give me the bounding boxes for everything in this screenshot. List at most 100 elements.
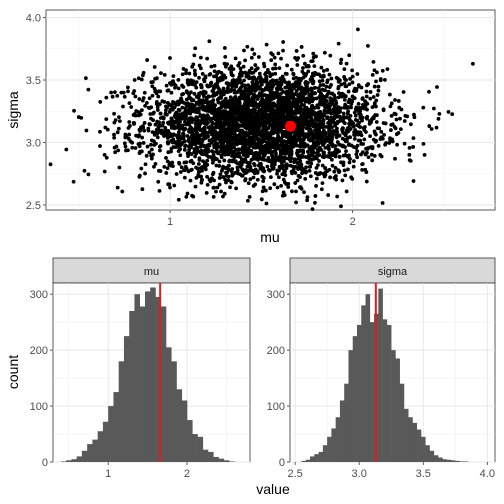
scatter-point xyxy=(302,190,306,195)
scatter-point xyxy=(211,149,215,154)
scatter-point xyxy=(364,94,369,99)
scatter-point xyxy=(254,112,259,116)
y-tick-label: 100 xyxy=(267,401,285,413)
scatter-point xyxy=(325,80,330,85)
scatter-point xyxy=(219,189,223,194)
scatter-point xyxy=(299,87,304,92)
histogram-bar xyxy=(463,461,469,462)
scatter-point xyxy=(399,107,404,112)
scatter-point xyxy=(248,177,253,182)
scatter-point xyxy=(336,41,341,46)
scatter-point xyxy=(257,92,262,96)
scatter-point xyxy=(322,155,326,160)
scatter-point xyxy=(274,81,279,86)
scatter-point xyxy=(163,133,168,138)
scatter-point xyxy=(341,111,346,116)
scatter-point xyxy=(140,187,145,192)
scatter-point xyxy=(337,155,342,159)
scatter-point xyxy=(161,115,165,120)
scatter-point xyxy=(206,142,211,147)
scatter-point xyxy=(289,67,294,72)
scatter-point xyxy=(298,185,303,190)
histogram-bar xyxy=(395,358,400,462)
scatter-point xyxy=(214,163,219,168)
histogram-bar xyxy=(192,434,198,462)
scatter-point xyxy=(330,91,335,96)
scatter-point xyxy=(174,172,179,176)
scatter-point xyxy=(279,82,284,87)
scatter-point xyxy=(299,162,304,167)
scatter-point xyxy=(143,103,147,108)
scatter-point xyxy=(321,73,326,78)
y-tick-label: 0 xyxy=(279,457,285,469)
scatter-point xyxy=(383,142,388,147)
scatter-point xyxy=(187,144,192,148)
scatter-point xyxy=(351,159,356,164)
scatter-point xyxy=(227,110,232,115)
scatter-point xyxy=(176,108,181,112)
scatter-point xyxy=(250,47,255,52)
scatter-point xyxy=(177,133,181,137)
scatter-point xyxy=(290,84,295,89)
scatter-point xyxy=(160,99,165,104)
scatter-point xyxy=(323,173,328,177)
scatter-point xyxy=(102,169,107,174)
scatter-point xyxy=(192,53,197,58)
scatter-point xyxy=(363,103,368,108)
scatter-point xyxy=(374,79,378,84)
scatter-point xyxy=(387,92,392,97)
scatter-point xyxy=(315,148,320,152)
scatter-point xyxy=(223,103,228,107)
scatter-point xyxy=(282,159,286,164)
scatter-point xyxy=(230,97,235,101)
scatter-point xyxy=(140,98,145,103)
scatter-point xyxy=(330,134,335,138)
scatter-point xyxy=(267,70,272,75)
scatter-point xyxy=(264,112,269,116)
scatter-point xyxy=(326,193,331,197)
scatter-point xyxy=(210,140,214,144)
scatter-point xyxy=(261,179,266,184)
scatter-point xyxy=(215,80,220,85)
scatter-point xyxy=(331,129,336,133)
scatter-point xyxy=(211,194,216,199)
scatter-point xyxy=(126,89,130,94)
scatter-point xyxy=(255,152,260,157)
scatter-point xyxy=(247,132,252,136)
x-tick-label: 2.5 xyxy=(287,468,302,480)
scatter-point xyxy=(236,147,241,152)
scatter-point xyxy=(353,113,358,118)
scatter-point xyxy=(294,189,298,194)
scatter-point xyxy=(269,113,274,118)
scatter-point xyxy=(324,84,329,89)
scatter-point xyxy=(333,154,338,159)
scatter-point xyxy=(64,147,69,152)
scatter-point xyxy=(127,101,132,106)
scatter-point xyxy=(193,46,198,51)
scatter-point xyxy=(247,69,252,73)
histogram-bar xyxy=(134,294,141,462)
scatter-point xyxy=(218,172,223,177)
scatter-point xyxy=(195,107,200,111)
scatter-point xyxy=(315,132,320,137)
scatter-point xyxy=(222,110,227,115)
scatter-point xyxy=(431,106,436,111)
scatter-point xyxy=(322,95,327,100)
scatter-point xyxy=(228,132,233,136)
scatter-point xyxy=(253,82,257,87)
scatter-point xyxy=(124,148,128,153)
scatter-point xyxy=(202,78,207,83)
scatter-point xyxy=(243,110,248,114)
scatter-point xyxy=(142,90,147,95)
scatter-point xyxy=(277,106,281,111)
scatter-point xyxy=(320,181,325,186)
scatter-point xyxy=(197,101,202,106)
scatter-point xyxy=(257,71,262,76)
scatter-point xyxy=(319,139,324,144)
scatter-point xyxy=(104,95,109,100)
scatter-point xyxy=(157,144,162,149)
scatter-point xyxy=(139,77,144,82)
scatter-point xyxy=(98,129,102,134)
scatter-point xyxy=(300,171,304,176)
